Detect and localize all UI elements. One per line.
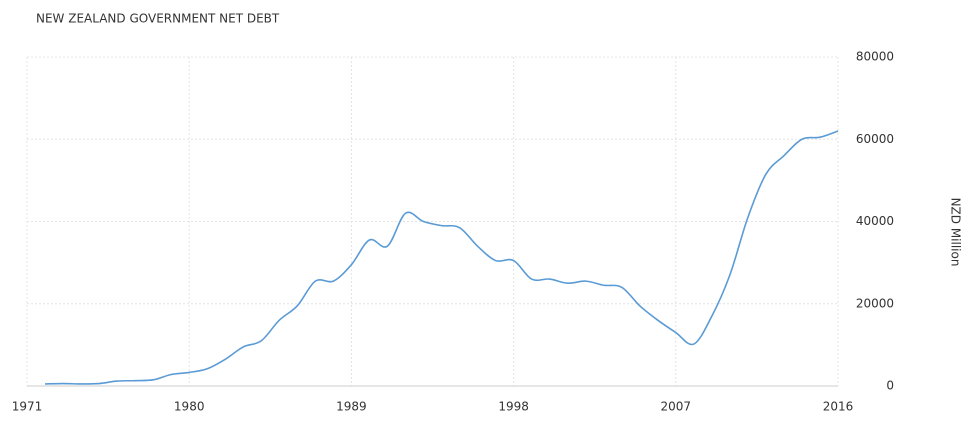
y-tick-label: 0 (886, 379, 894, 393)
x-tick-label: 2007 (661, 400, 692, 414)
x-tick-label: 1971 (12, 400, 43, 414)
x-tick-label: 1998 (498, 400, 529, 414)
x-tick-label: 1989 (336, 400, 367, 414)
y-tick-label: 80000 (856, 50, 894, 64)
y-tick-label: 60000 (856, 132, 894, 146)
x-tick-label: 2016 (823, 400, 854, 414)
y-tick-label: 40000 (856, 214, 894, 228)
data-line (45, 130, 839, 385)
y-axis-label: NZD Million (949, 198, 963, 267)
chart-title: NEW ZEALAND GOVERNMENT NET DEBT (36, 12, 280, 26)
y-tick-label: 20000 (856, 296, 894, 310)
x-tick-label: 1980 (174, 400, 205, 414)
